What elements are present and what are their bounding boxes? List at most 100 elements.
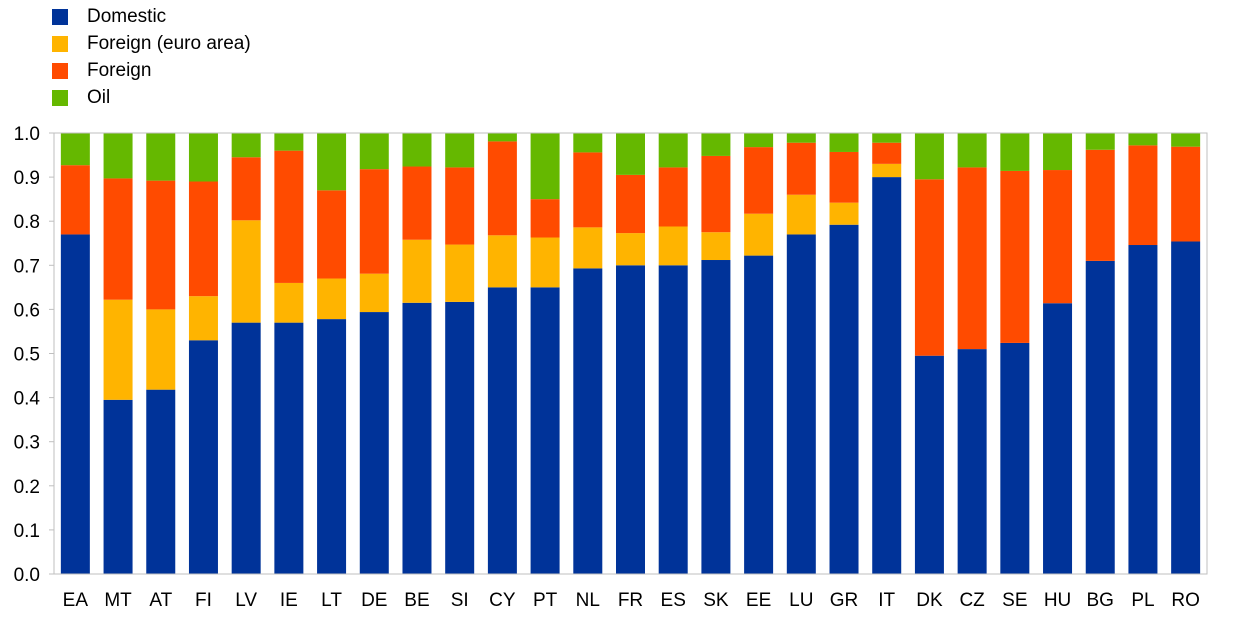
bar-es-series-3 <box>658 133 688 168</box>
bar-se-series-3 <box>1000 133 1030 171</box>
y-tick-label: 1.0 <box>14 124 40 145</box>
bar-es-series-1 <box>658 226 688 266</box>
bar-gr-series-3 <box>829 133 859 152</box>
x-tick-label-pt: PT <box>533 590 558 611</box>
bar-be-series-3 <box>402 133 432 167</box>
bar-lu-series-1 <box>786 194 816 235</box>
x-tick-label-nl: NL <box>576 590 600 611</box>
bar-ie-series-2 <box>274 150 304 283</box>
bar-si-series-3 <box>445 133 475 168</box>
x-tick-label-si: SI <box>451 590 469 611</box>
bar-gr-series-2 <box>829 151 859 203</box>
x-tick-label-lu: LU <box>789 590 813 611</box>
bar-lt-series-1 <box>317 278 347 320</box>
bar-de-series-3 <box>359 133 389 170</box>
bar-nl-series-3 <box>573 133 603 153</box>
y-tick-label: 0.8 <box>14 212 40 233</box>
legend-label-domestic: Domestic <box>87 5 167 27</box>
x-tick-label-de: DE <box>361 590 387 611</box>
bar-lt-series-3 <box>317 133 347 191</box>
x-tick-label-gr: GR <box>830 590 859 611</box>
x-tick-label-it: IT <box>878 590 895 611</box>
bar-lv-series-1 <box>231 220 261 323</box>
bar-it-series-2 <box>872 142 902 164</box>
bar-fr-series-0 <box>616 265 645 574</box>
bar-ie-series-1 <box>274 282 304 323</box>
bar-nl-series-0 <box>573 268 603 574</box>
bar-lu-series-0 <box>786 234 816 574</box>
x-tick-label-cy: CY <box>489 590 516 611</box>
x-tick-label-ro: RO <box>1171 590 1200 611</box>
bar-cz-series-2 <box>957 167 987 350</box>
y-tick-label: 0.5 <box>14 345 40 366</box>
y-tick-label: 0.2 <box>14 477 40 498</box>
bar-nl-series-2 <box>573 152 603 228</box>
x-tick-label-ea: EA <box>63 590 89 611</box>
bar-pl-series-3 <box>1128 133 1158 146</box>
bar-pt-series-1 <box>530 237 560 288</box>
bar-mt-series-1 <box>103 299 133 400</box>
bar-de-series-0 <box>359 312 389 574</box>
bar-lv-series-2 <box>231 157 261 221</box>
bar-lv-series-3 <box>231 133 261 158</box>
bar-dk-series-3 <box>914 133 944 180</box>
x-tick-label-pl: PL <box>1131 590 1154 611</box>
bar-gr-series-0 <box>829 224 859 575</box>
bar-fi-series-1 <box>188 296 218 341</box>
bar-dk-series-0 <box>914 355 944 574</box>
x-tick-label-dk: DK <box>916 590 943 611</box>
bar-dk-series-2 <box>914 179 944 356</box>
bar-de-series-2 <box>359 169 389 274</box>
legend-label-oil: Oil <box>87 86 111 108</box>
y-tick-label: 0.3 <box>14 433 40 454</box>
x-tick-label-es: ES <box>661 590 686 611</box>
bar-pl-series-0 <box>1128 245 1158 574</box>
bar-es-series-0 <box>658 265 688 574</box>
bar-fr-series-3 <box>616 133 645 175</box>
legend-label-foreign: Foreign <box>87 59 152 81</box>
bar-it-series-3 <box>872 133 902 143</box>
bar-pt-series-3 <box>530 133 560 200</box>
bar-se-series-0 <box>1000 342 1030 574</box>
bar-ro-series-2 <box>1171 146 1201 242</box>
y-tick-label: 0.9 <box>14 168 40 189</box>
bar-ro-series-3 <box>1171 133 1201 147</box>
bar-ee-series-3 <box>744 133 774 148</box>
bar-mt-series-2 <box>103 178 133 300</box>
bar-it-series-0 <box>872 177 902 574</box>
legend-item-foreign: Foreign <box>52 57 251 84</box>
bar-pl-series-2 <box>1128 145 1158 246</box>
legend-swatch-oil <box>52 89 68 106</box>
bar-at-series-1 <box>146 309 176 390</box>
bar-pt-series-2 <box>530 199 560 238</box>
bar-pt-series-0 <box>530 287 560 574</box>
bar-gr-series-1 <box>829 202 859 225</box>
legend-item-oil: Oil <box>52 84 251 111</box>
x-tick-label-at: AT <box>149 590 172 611</box>
x-tick-label-sk: SK <box>703 590 729 611</box>
bar-es-series-2 <box>658 167 688 227</box>
bar-cy-series-0 <box>487 287 517 574</box>
bar-sk-series-1 <box>701 232 731 261</box>
bar-ea-series-0 <box>60 234 90 574</box>
legend-label-foreign-euro-area: Foreign (euro area) <box>87 32 251 54</box>
bar-sk-series-2 <box>701 155 731 233</box>
x-tick-label-mt: MT <box>104 590 132 611</box>
bar-hu-series-2 <box>1043 170 1073 304</box>
bar-hu-series-3 <box>1043 133 1073 171</box>
bar-cy-series-2 <box>487 141 517 236</box>
legend-item-domestic: Domestic <box>52 3 251 30</box>
bar-si-series-0 <box>445 301 475 574</box>
bar-it-series-1 <box>872 163 902 178</box>
bar-ro-series-0 <box>1171 241 1201 575</box>
bar-cz-series-0 <box>957 349 987 574</box>
bar-ie-series-0 <box>274 322 304 574</box>
bar-ea-series-3 <box>60 133 90 166</box>
y-tick-label: 0.7 <box>14 256 40 277</box>
x-tick-label-lv: LV <box>235 590 257 611</box>
y-tick-label: 0.0 <box>14 565 40 586</box>
legend-item-foreign-euro-area: Foreign (euro area) <box>52 30 251 57</box>
x-tick-label-fr: FR <box>618 590 643 611</box>
bar-nl-series-1 <box>573 227 603 269</box>
